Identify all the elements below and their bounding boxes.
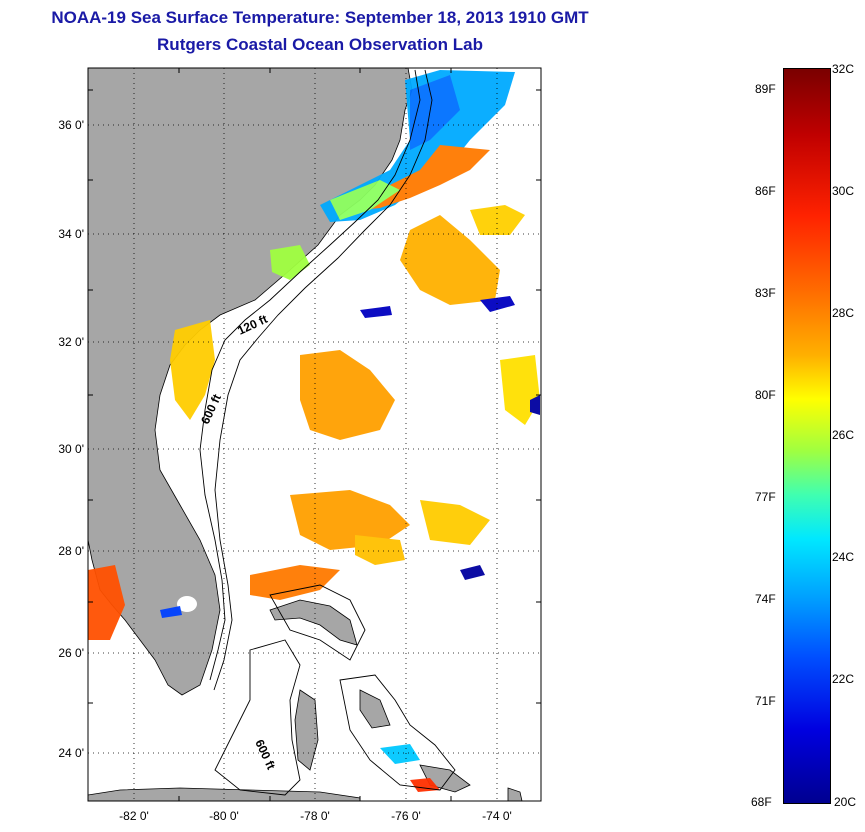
lat-label: 36 0' <box>58 118 84 132</box>
colorbar-label-f: 68F <box>751 795 772 809</box>
colorbar-label-f: 77F <box>755 490 776 504</box>
lake-okeechobee <box>177 596 197 612</box>
lat-label: 24 0' <box>58 746 84 760</box>
colorbar-label-f: 83F <box>755 286 776 300</box>
lon-label: -82 0' <box>119 809 149 823</box>
colorbar-label-f: 86F <box>755 184 776 198</box>
contours <box>199 69 456 796</box>
colorbar-label-c: 24C <box>832 550 855 564</box>
lat-label: 32 0' <box>58 335 84 349</box>
lon-label: -76 0' <box>391 809 421 823</box>
colorbar-label-c: 22C <box>832 672 855 686</box>
colorbar-label-c: 26C <box>832 428 855 442</box>
colorbar-label-f: 80F <box>755 388 776 402</box>
lat-label: 26 0' <box>58 646 84 660</box>
lon-label: -80 0' <box>209 809 239 823</box>
colorbar-label-f: 74F <box>755 592 776 606</box>
colorbar <box>783 68 831 804</box>
colorbar-label-f: 89F <box>755 82 776 96</box>
colorbar-label-f: 71F <box>755 694 776 708</box>
map-frame <box>87 67 542 802</box>
lat-label: 30 0' <box>58 442 84 456</box>
sst-patches <box>88 70 540 792</box>
colorbar-label-c: 32C <box>832 62 855 76</box>
colorbar-label-c: 30C <box>832 184 855 198</box>
lat-label: 34 0' <box>58 227 84 241</box>
graticule <box>88 68 541 801</box>
colorbar-label-c: 20C <box>834 795 857 809</box>
lon-label: -78 0' <box>300 809 330 823</box>
colorbar-label-c: 28C <box>832 306 855 320</box>
map-title: NOAA-19 Sea Surface Temperature: Septemb… <box>51 8 589 27</box>
axis-ticks <box>88 68 541 801</box>
lon-label: -74 0' <box>482 809 512 823</box>
lat-label: 28 0' <box>58 544 84 558</box>
map-subtitle: Rutgers Coastal Ocean Observation Lab <box>157 35 483 54</box>
